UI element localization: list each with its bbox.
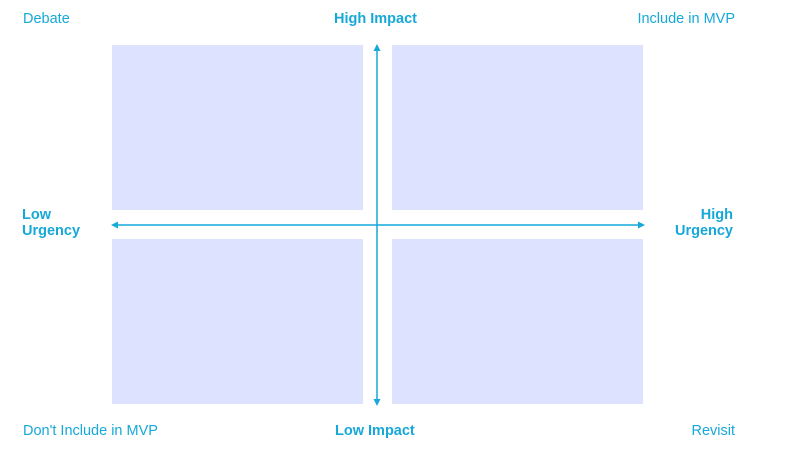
arrowhead-right-icon	[638, 221, 645, 229]
quadrant-top-right	[392, 45, 643, 210]
axis-label-high-urgency-line2: Urgency	[674, 223, 733, 239]
arrowhead-up-icon	[373, 44, 381, 51]
axis-label-low-urgency-line2: Urgency	[22, 223, 81, 239]
corner-label-top-left: Debate	[23, 11, 70, 27]
quadrant-bottom-right	[392, 239, 643, 404]
corner-label-top-right: Include in MVP	[637, 11, 735, 27]
quadrant-bottom-left	[112, 239, 363, 404]
arrowhead-down-icon	[373, 399, 381, 406]
axis-label-high-urgency: High Urgency	[675, 207, 733, 239]
corner-label-bottom-right: Revisit	[691, 423, 735, 439]
axis-label-low-urgency-line1: Low	[22, 207, 51, 223]
axis-label-low-impact: Low Impact	[335, 423, 415, 439]
corner-label-bottom-left: Don't Include in MVP	[23, 423, 158, 439]
arrowhead-left-icon	[111, 221, 118, 229]
axis-label-high-impact: High Impact	[334, 11, 417, 27]
axis-label-low-urgency: Low Urgency	[22, 207, 80, 239]
quadrant-top-left	[112, 45, 363, 210]
axis-label-high-urgency-line1: High	[700, 207, 733, 223]
